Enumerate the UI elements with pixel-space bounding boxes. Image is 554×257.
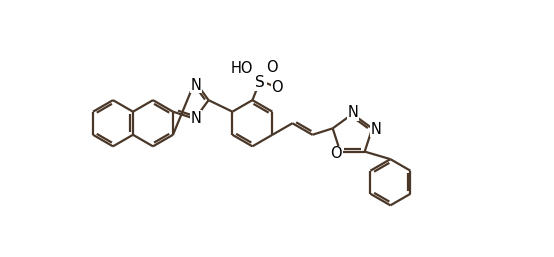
Text: N: N	[191, 111, 201, 125]
Text: O: O	[331, 146, 342, 161]
Text: S: S	[255, 75, 265, 90]
Text: N: N	[348, 105, 358, 120]
Text: O: O	[266, 60, 278, 75]
Text: HO: HO	[230, 61, 253, 76]
Text: O: O	[271, 79, 283, 95]
Text: N: N	[371, 122, 382, 137]
Text: N: N	[191, 78, 201, 93]
